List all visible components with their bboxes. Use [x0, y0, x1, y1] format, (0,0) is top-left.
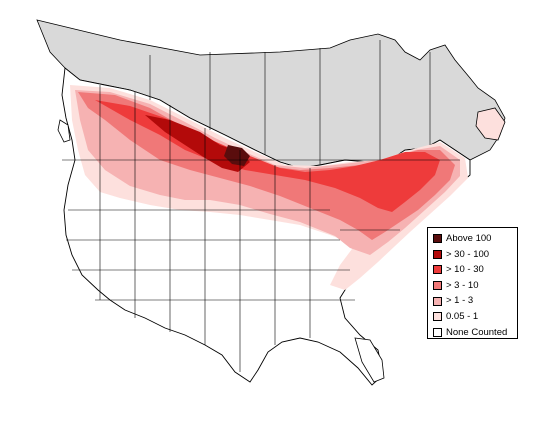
legend-item: None Counted [433, 325, 517, 341]
legend-label: None Counted [446, 326, 508, 338]
legend-item: > 3 - 10 [433, 278, 517, 294]
legend-item: > 10 - 30 [433, 262, 517, 278]
abundance-zone-above-100 [224, 145, 250, 166]
legend-label: > 1 - 3 [446, 295, 474, 307]
newfoundland [475, 107, 506, 141]
legend-swatch [433, 281, 442, 291]
legend-swatch [433, 234, 442, 244]
legend-item: Above 100 [433, 231, 517, 247]
legend-item: > 1 - 3 [433, 293, 517, 309]
political-boundaries [62, 40, 460, 372]
map-legend: Above 100 > 30 - 100 > 10 - 30 > 3 - 10 … [427, 227, 518, 339]
legend-label: > 3 - 10 [446, 279, 479, 291]
vancouver-island [57, 119, 71, 143]
legend-label: > 30 - 100 [446, 248, 490, 260]
florida [354, 337, 385, 383]
legend-swatch [433, 312, 442, 322]
legend-label: > 10 - 30 [446, 264, 484, 276]
abundance-zone-30-100 [145, 115, 250, 172]
legend-swatch [433, 296, 442, 306]
legend-swatch [433, 265, 442, 275]
legend-label: Above 100 [446, 233, 492, 245]
legend-item: 0.05 - 1 [433, 309, 517, 325]
legend-swatch [433, 249, 442, 259]
legend-label: 0.05 - 1 [446, 311, 479, 323]
legend-item: > 30 - 100 [433, 247, 517, 263]
legend-swatch [433, 327, 442, 337]
